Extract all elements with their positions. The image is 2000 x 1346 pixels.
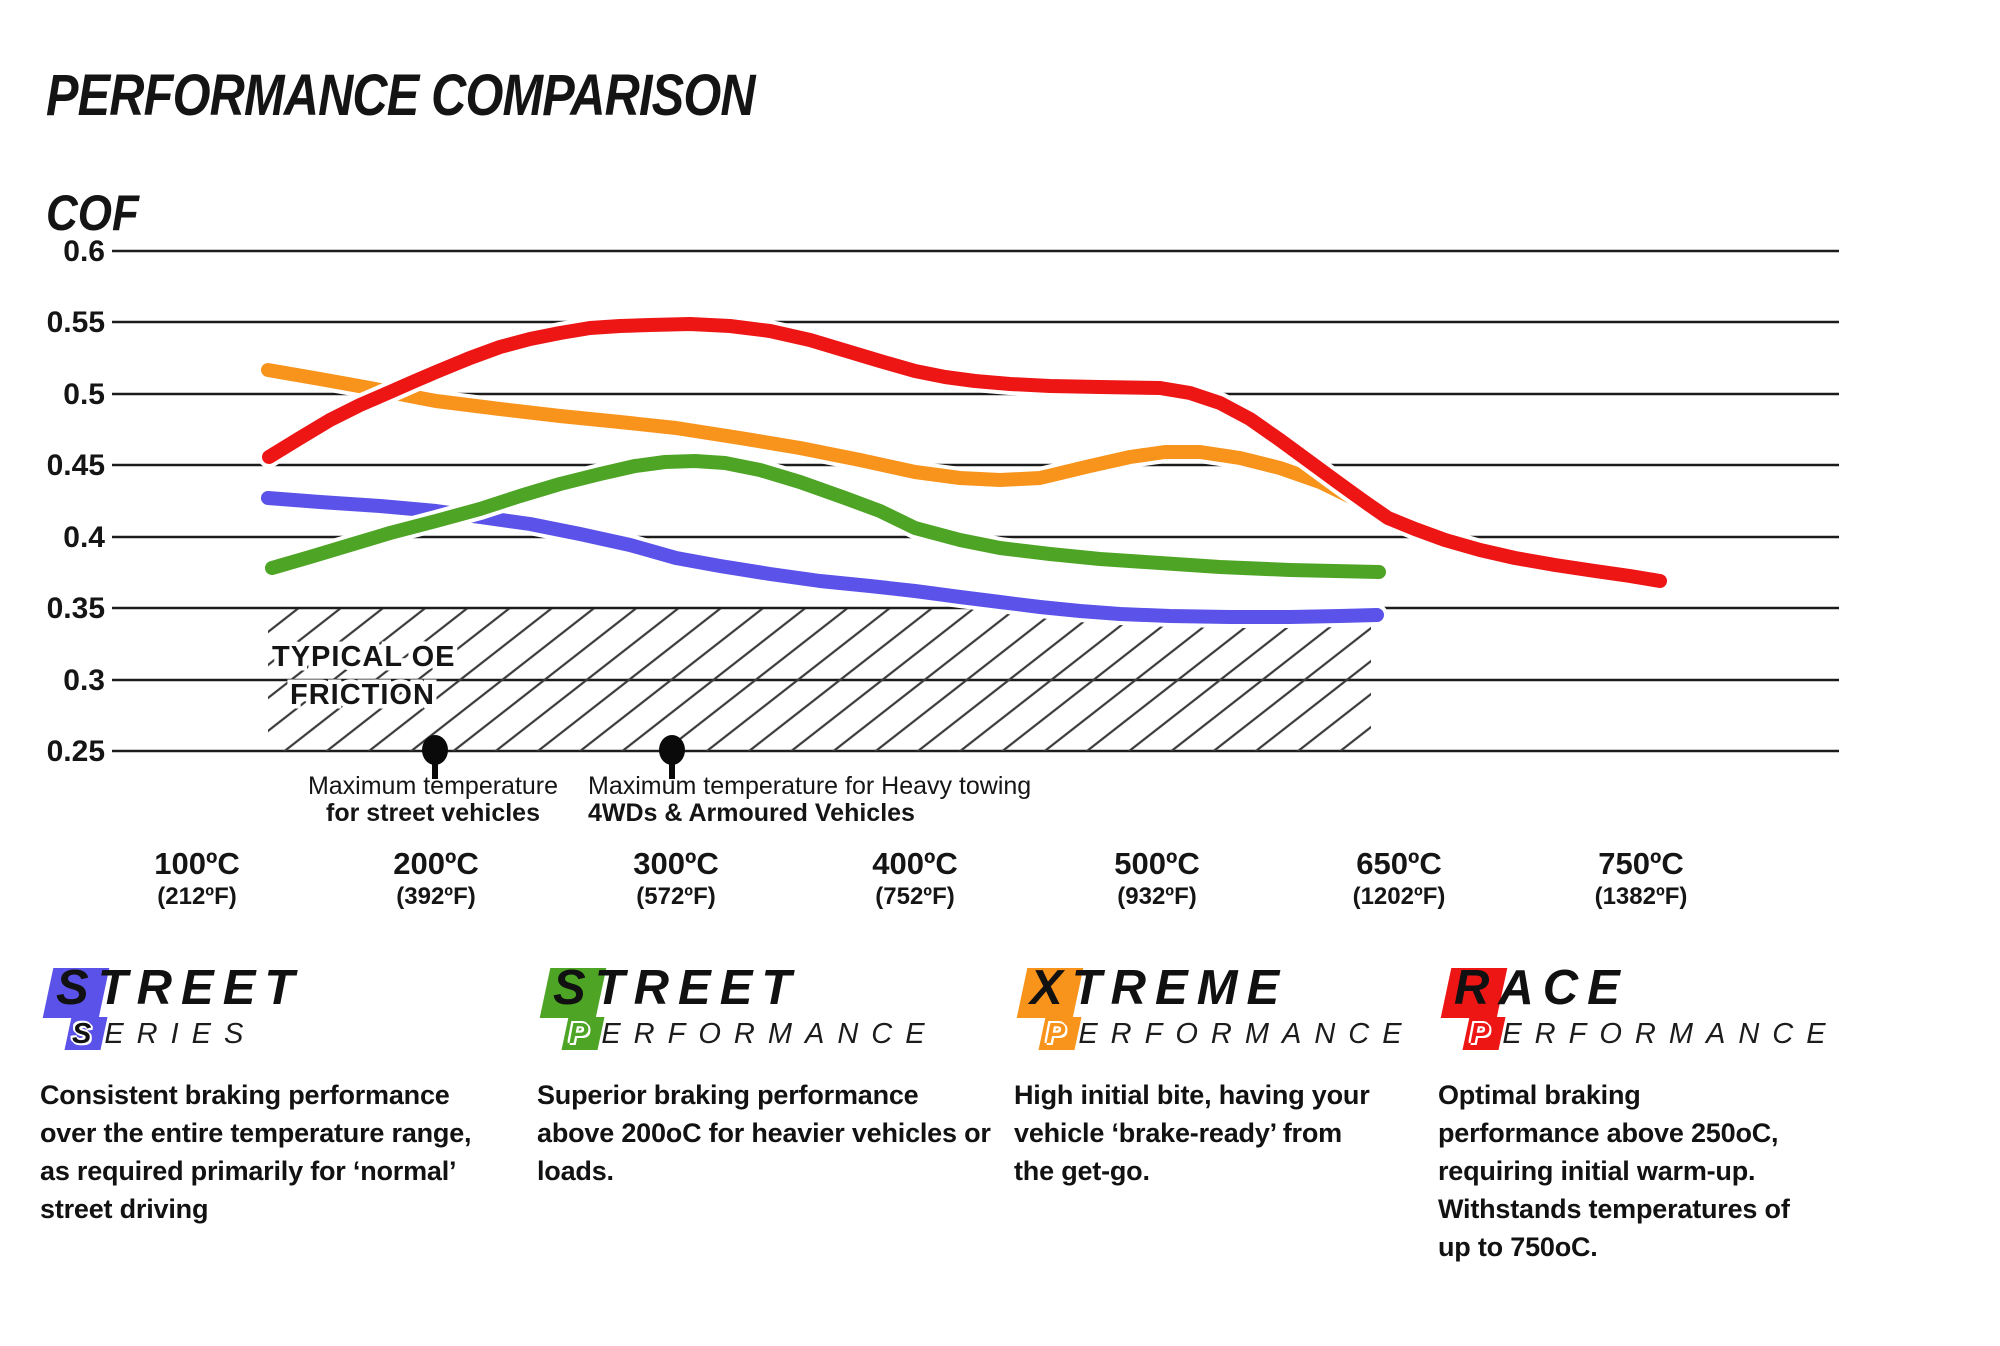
svg-text:FRICTION: FRICTION [290,679,435,711]
x-tick-label-f: (212ºF) [157,883,236,910]
svg-text:Maximum temperature for Heavy: Maximum temperature for Heavy towing [588,772,1031,800]
street-performance-logo: STREET PERFORMANCE [537,961,1007,1058]
race-performance-wordmark: RACE [1454,961,1629,1015]
legend-street-performance: STREET PERFORMANCE Superior braking perf… [537,961,1007,1186]
xtreme-performance-subtitle: PERFORMANCE [1046,1018,1415,1050]
y-tick-label: 0.6 [63,235,105,268]
page-title: PERFORMANCE COMPARISON [46,63,756,128]
xtreme-performance-wordmark: XTREME [1030,961,1289,1015]
svg-text:Maximum temperature: Maximum temperature [308,772,558,800]
y-axis-title: COF [46,185,139,241]
x-tick-label-c: 750ºC [1598,846,1683,881]
xtreme-performance-logo: XTREME PERFORMANCE [1014,961,1402,1058]
svg-text:for street vehicles: for street vehicles [326,799,540,827]
street-series-subtitle: SERIES [72,1018,257,1050]
y-tick-label: 0.35 [47,592,105,625]
race-performance-subtitle: PERFORMANCE [1470,1018,1839,1050]
street-performance-subtitle: PERFORMANCE [569,1018,938,1050]
xtreme-performance-description: High initial bite, having your vehicle ‘… [1014,1080,1370,1186]
x-tick-label-c: 650ºC [1356,846,1441,881]
x-tick-label-f: (1202ºF) [1353,883,1446,910]
oe-friction-zone [268,609,1371,751]
max-temp-marker-towing [659,735,685,779]
legend-race-performance: RACE PERFORMANCE Optimal braking perform… [1438,961,1826,1262]
race-performance-logo: RACE PERFORMANCE [1438,961,1826,1058]
max-temp-marker-towing-label: Maximum temperature for Heavy towing 4WD… [588,772,1031,827]
x-tick-label-c: 500ºC [1114,846,1199,881]
street-series-logo: STREET SERIES [40,961,510,1058]
x-tick-label-c: 200ºC [393,846,478,881]
x-tick-label-c: 400ºC [872,846,957,881]
x-tick-label-c: 300ºC [633,846,718,881]
legend-xtreme-performance: XTREME PERFORMANCE High initial bite, ha… [1014,961,1402,1186]
y-tick-label: 0.4 [63,521,105,554]
x-tick-label-f: (752ºF) [875,883,954,910]
street-performance-wordmark: STREET [553,961,801,1015]
legend-street-series: STREET SERIES Consistent braking perform… [40,961,510,1224]
x-tick-label-f: (572ºF) [636,883,715,910]
svg-text:TYPICAL OE: TYPICAL OE [272,641,456,673]
x-tick-label-f: (392ºF) [396,883,475,910]
x-axis-ticks-fahrenheit: (212ºF) (392ºF) (572ºF) (752ºF) (932ºF) … [157,883,1687,910]
series-line-xtreme-performance [257,359,1399,529]
street-performance-description: Superior braking performance above 200oC… [537,1080,991,1186]
y-tick-label: 0.45 [47,449,105,482]
y-tick-label: 0.5 [63,378,105,411]
race-performance-description: Optimal braking performance above 250oC,… [1438,1080,1790,1262]
street-series-description: Consistent braking performance over the … [40,1080,472,1224]
max-temp-marker-street [422,735,448,779]
x-tick-label-c: 100ºC [154,846,239,881]
x-tick-label-f: (1382ºF) [1595,883,1688,910]
x-axis-ticks-celsius: 100ºC 200ºC 300ºC 400ºC 500ºC 650ºC 750º… [154,846,1683,881]
y-axis-ticks: 0.6 0.55 0.5 0.45 0.4 0.35 0.3 0.25 [47,235,106,768]
y-tick-label: 0.3 [63,664,105,697]
max-temp-marker-street-label: Maximum temperature for street vehicles [308,772,558,827]
y-tick-label: 0.55 [47,306,105,339]
series-line-street-performance [261,450,1390,583]
y-tick-label: 0.25 [47,735,105,768]
street-series-wordmark: STREET [56,961,304,1015]
svg-text:4WDs & Armoured Vehicles: 4WDs & Armoured Vehicles [588,799,915,827]
oe-friction-label: TYPICAL OE FRICTION [268,637,460,716]
x-tick-label-f: (932ºF) [1117,883,1196,910]
series-line-race-performance [258,313,1671,592]
